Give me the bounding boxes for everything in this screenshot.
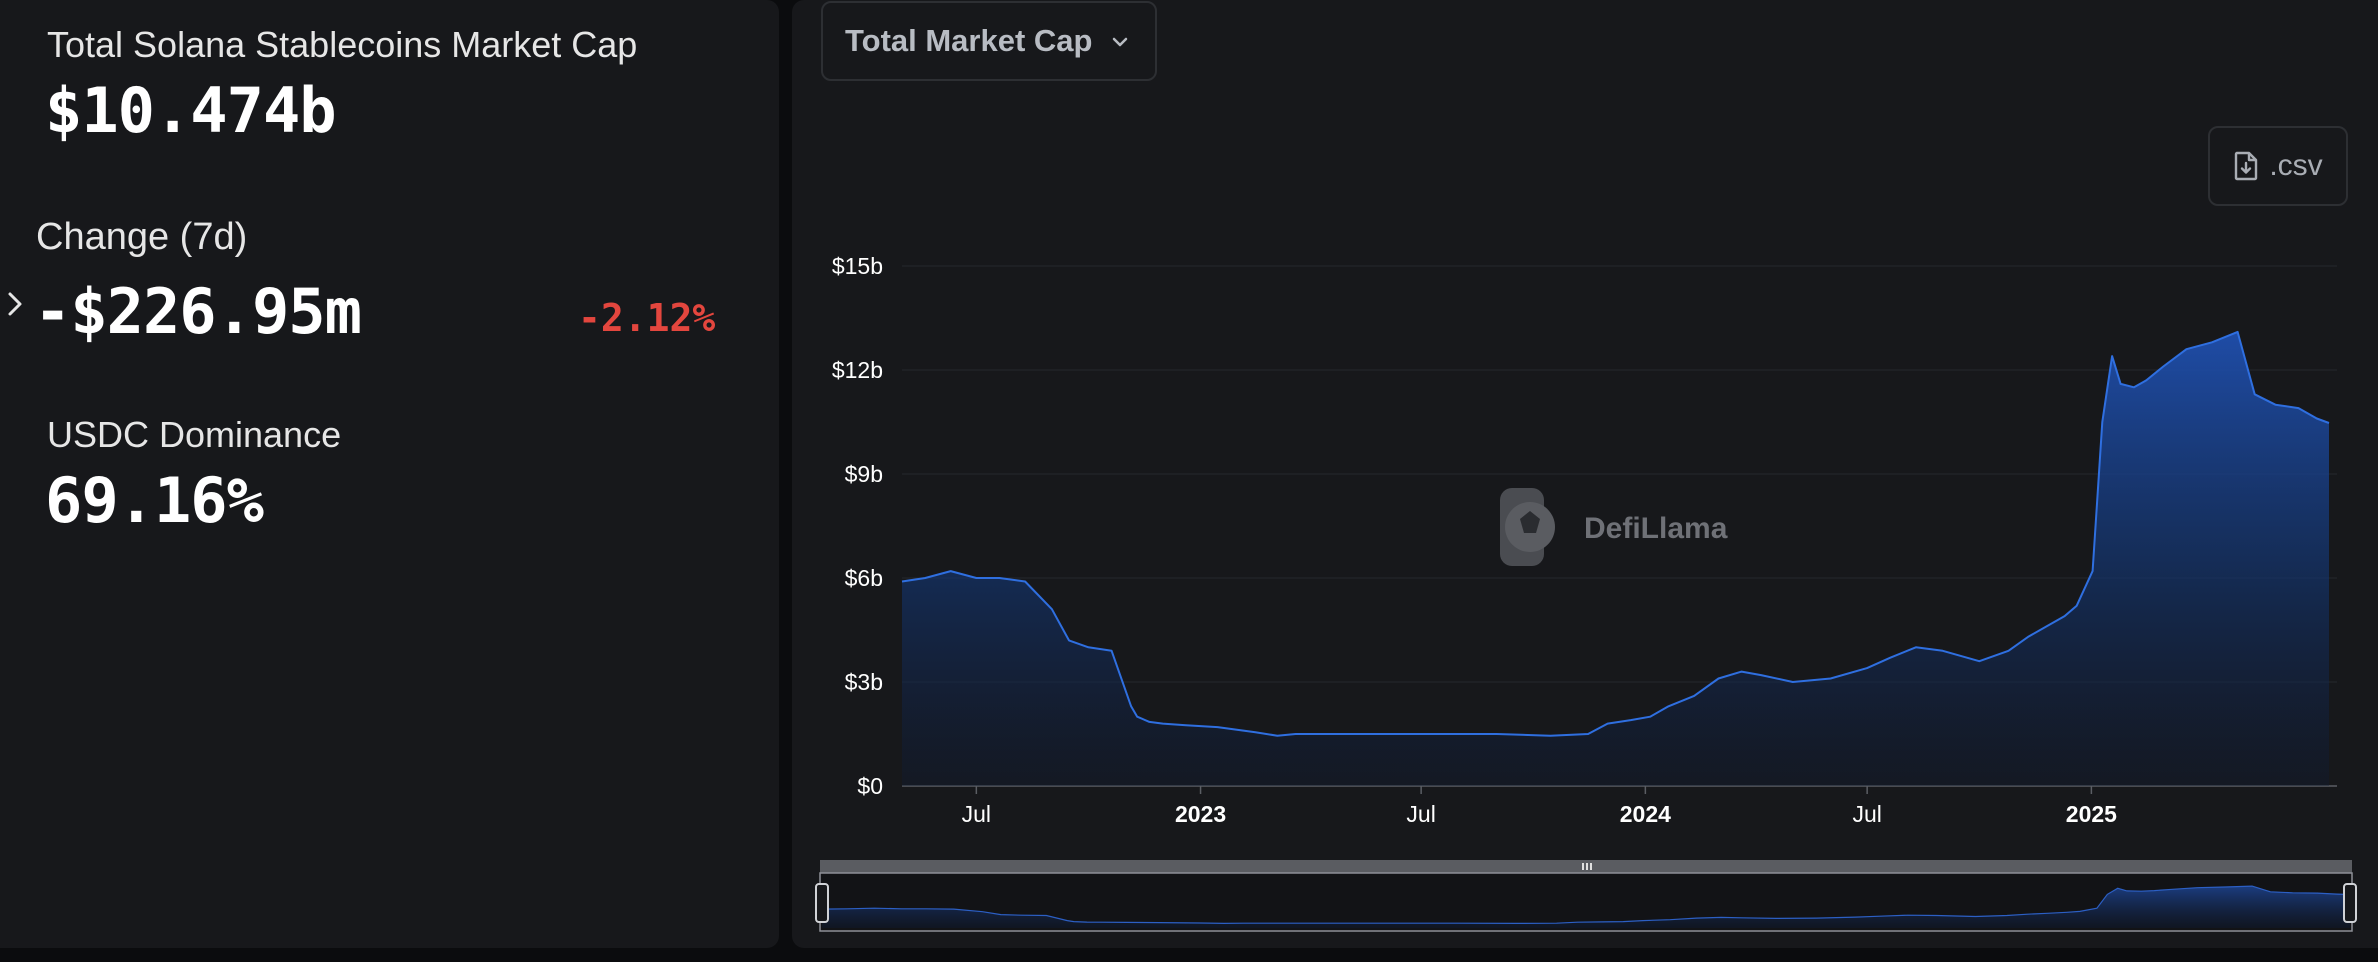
y-tick-label: $12b [832, 357, 883, 383]
change-label: Change (7d) [36, 216, 248, 258]
dominance-label: USDC Dominance [47, 414, 342, 455]
range-handle-left[interactable] [815, 883, 829, 923]
market-cap-chart: $0 $3b $6b $9b $12b $15b Jul 2023 Jul 2024 Jul 202… [815, 253, 2357, 932]
file-download-icon [2235, 151, 2258, 181]
chevron-down-icon [1112, 37, 1128, 47]
x-tick-label: Jul [1852, 801, 1881, 827]
x-tick-label: 2025 [2066, 801, 2117, 827]
x-tick-label: 2023 [1175, 801, 1226, 827]
series-area-fill [902, 331, 2329, 786]
series-line [901, 330, 2330, 737]
stats-panel: Total Solana Stablecoins Market Cap $10.… [0, 0, 779, 948]
dominance-value: 69.16% [45, 464, 264, 537]
y-axis: $0 $3b $6b $9b $12b $15b [832, 253, 883, 799]
watermark-text: DefiLlama [1584, 512, 1728, 545]
x-axis: Jul 2023 Jul 2024 Jul 2025 [962, 786, 2117, 827]
chevron-right-icon[interactable] [4, 286, 28, 322]
watermark: DefiLlama [1500, 488, 1728, 566]
csv-label: .csv [2269, 149, 2323, 182]
change-percent-badge: -2.12% [578, 296, 716, 340]
series-area [901, 330, 2330, 786]
change-value: -$226.95m [34, 275, 362, 348]
metric-select[interactable]: Total Market Cap [821, 1, 1157, 81]
preview-line [821, 885, 2351, 925]
range-slider-grip-icon[interactable] [1582, 863, 1592, 870]
range-handle-right[interactable] [2343, 883, 2357, 923]
x-tick-label: Jul [962, 801, 991, 827]
llama-logo-icon [1500, 488, 1555, 566]
chart-panel: Total Market Cap .csv $0 $3b $6b $9b $12b $15… [792, 0, 2378, 948]
y-tick-label: $15b [832, 253, 883, 279]
y-tick-label: $0 [857, 773, 883, 799]
market-cap-value: $10.474b [45, 74, 337, 147]
metric-select-label: Total Market Cap [845, 23, 1093, 58]
x-tick-label: Jul [1406, 801, 1435, 827]
csv-download-button[interactable]: .csv [2208, 126, 2348, 206]
x-tick-label: 2024 [1620, 801, 1671, 827]
market-cap-label: Total Solana Stablecoins Market Cap [47, 24, 638, 65]
y-tick-label: $3b [845, 669, 883, 695]
range-slider[interactable] [815, 860, 2357, 932]
y-tick-label: $9b [845, 461, 883, 487]
y-tick-label: $6b [845, 565, 883, 591]
preview-area [822, 886, 2350, 928]
range-slider-preview [821, 885, 2351, 928]
